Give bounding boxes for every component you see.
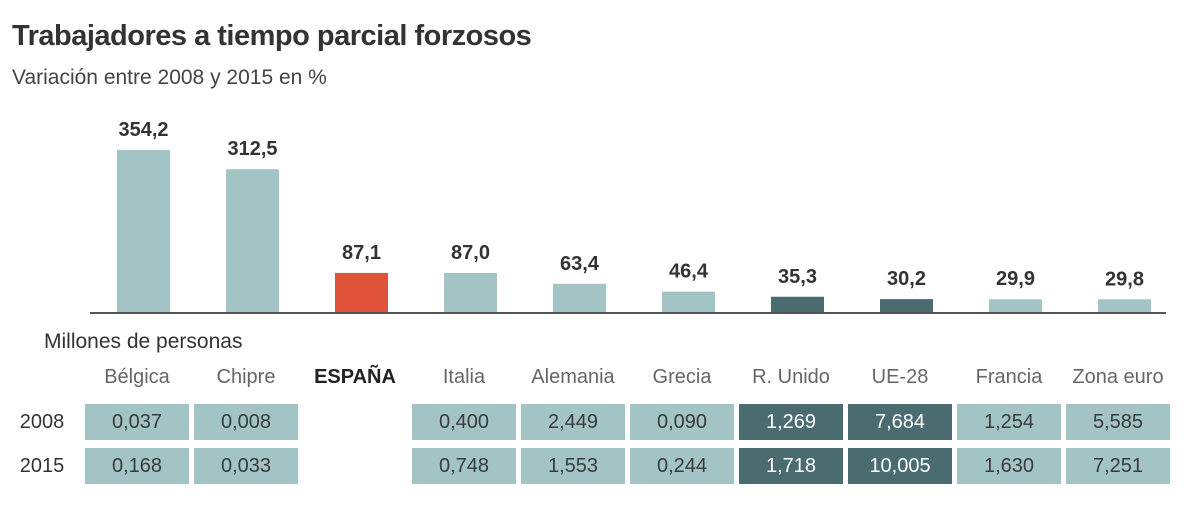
- bar-value-label: 87,0: [451, 242, 490, 264]
- bar-value-label: 63,4: [560, 253, 600, 275]
- chart-title: Trabajadores a tiempo parcial forzosos: [12, 20, 532, 52]
- table-cell: 1,630: [957, 448, 1061, 484]
- table-cell: 7,251: [1066, 448, 1170, 484]
- table-label: Millones de personas: [44, 330, 243, 353]
- bar-value-label: 29,9: [996, 268, 1035, 290]
- table-cell: 0,400: [412, 404, 516, 440]
- bar-chipre: [226, 169, 279, 313]
- column-header: ESPAÑA: [314, 366, 396, 388]
- row-label-2008: 2008: [19, 411, 65, 433]
- bar-alemania: [553, 283, 606, 313]
- chart-subtitle: Variación entre 2008 y 2015 en %: [12, 66, 327, 89]
- bar-value-label: 35,3: [778, 266, 817, 288]
- table-cell: 0,168: [85, 448, 189, 484]
- table-cell: 0,244: [630, 448, 734, 484]
- bar-bélgica: [117, 150, 170, 313]
- bar-value-label: 46,4: [669, 261, 709, 283]
- table-cell: 1,269: [739, 404, 843, 440]
- table-cell: 0,748: [412, 448, 516, 484]
- table-cell: 0,008: [194, 404, 298, 440]
- bar-españa: [335, 272, 388, 313]
- bar-value-label: 354,2: [118, 119, 168, 141]
- column-header: Zona euro: [1072, 366, 1164, 388]
- bar-ue-28: [880, 299, 933, 313]
- column-header: Grecia: [652, 366, 712, 388]
- table-cell: 0,037: [85, 404, 189, 440]
- bar-value-label: 312,5: [227, 138, 277, 160]
- row-label-2015: 2015: [19, 455, 65, 477]
- bar-grecia: [662, 291, 715, 313]
- table-cell: 0,033: [194, 448, 298, 484]
- column-header: Bélgica: [104, 366, 170, 388]
- column-header: Alemania: [531, 366, 615, 388]
- column-header: Italia: [442, 366, 486, 388]
- table-cell: 1,553: [521, 448, 625, 484]
- table-cell: 5,585: [1066, 404, 1170, 440]
- table-cell: 1,254: [957, 404, 1061, 440]
- bar-r-unido: [771, 296, 824, 313]
- bar-group: 354,2 312,5 87,1 87,0 63,4 46,4 35,3 30,2 29,9 29…: [117, 119, 1151, 313]
- bar-value-label: 30,2: [887, 268, 926, 290]
- table-cell: 0,814: [329, 411, 381, 433]
- column-header: R. Unido: [752, 366, 830, 388]
- bar-francia: [989, 299, 1042, 313]
- table-cell: 7,684: [848, 404, 952, 440]
- table-cell: 0,090: [630, 404, 734, 440]
- table-cell: 1,718: [739, 448, 843, 484]
- bar-value-label: 87,1: [342, 242, 381, 264]
- bar-italia: [444, 272, 497, 313]
- table-cell: 2,449: [521, 404, 625, 440]
- column-header: Chipre: [216, 366, 276, 388]
- bar-zona-euro: [1098, 299, 1151, 313]
- bar-chart: 354,2 312,5 87,1 87,0 63,4 46,4 35,3 30,2 29,9 29…: [90, 119, 1166, 314]
- column-header: UE-28: [871, 366, 929, 388]
- bar-value-label: 29,8: [1105, 268, 1144, 290]
- table-cell: 10,005: [848, 448, 952, 484]
- column-header: Francia: [975, 366, 1043, 388]
- table-cell: 1,523: [329, 455, 381, 477]
